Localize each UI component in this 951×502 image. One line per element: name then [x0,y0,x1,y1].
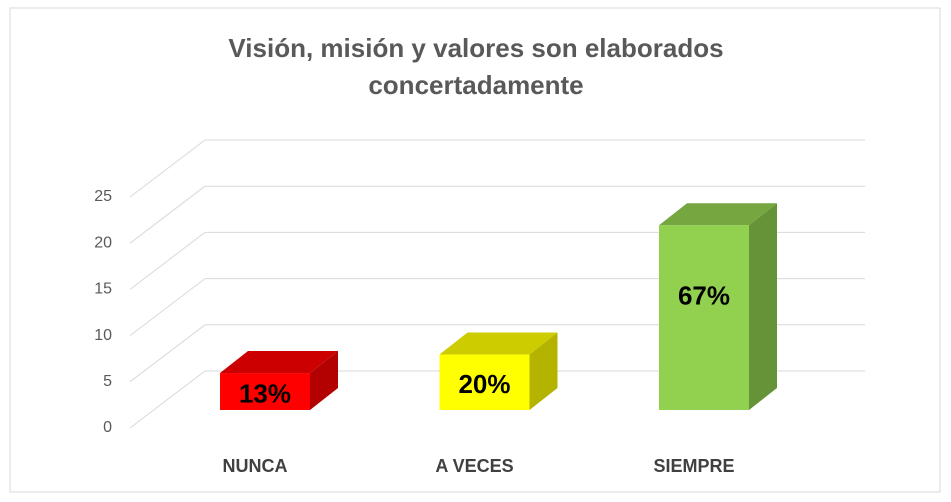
bar [220,373,310,410]
x-tick-label: SIEMPRE [653,456,734,476]
bar [659,225,749,410]
y-tick-label: 20 [94,234,112,251]
value-label: 13% [239,378,291,408]
bar-side [749,203,777,410]
bar-top [439,332,558,355]
grid-line-side [129,185,206,244]
bar-top [659,203,777,226]
y-tick-label: 5 [103,373,112,390]
grid-line-side [129,370,206,429]
grid-line-side [129,324,206,383]
grid-line-side [129,139,206,198]
y-tick-label: 10 [94,327,112,344]
y-tick-label: 0 [103,419,112,436]
chart-title: Visión, misión y valores son elaborados … [228,33,724,100]
value-label: 20% [458,369,510,399]
chart-border [9,7,941,493]
x-tick-label: NUNCA [223,456,288,476]
x-tick-label: A VECES [435,456,513,476]
value-label: 67% [678,280,730,310]
grid-line-side [129,278,206,336]
y-tick-label: 25 [94,188,112,205]
grid-line-side [129,232,206,290]
bar-side [529,332,558,410]
bar-top [220,351,338,374]
bar-side [310,351,338,410]
y-tick-label: 15 [94,281,112,298]
bar [439,354,530,410]
